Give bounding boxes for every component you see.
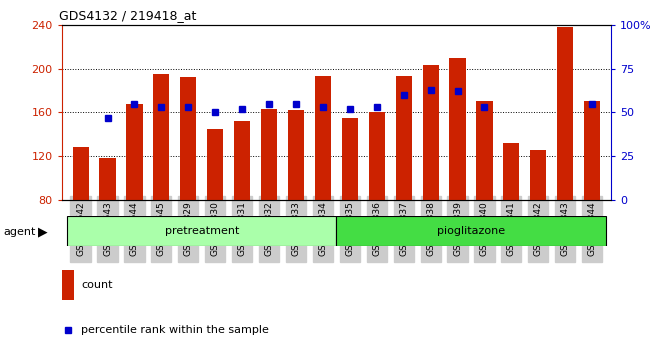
Bar [557,27,573,200]
Text: pioglitazone: pioglitazone [437,226,505,236]
Bar [126,104,142,200]
Bar [396,76,411,200]
Bar [342,118,358,200]
Bar [449,58,465,200]
Bar [288,110,304,200]
Bar [369,113,385,200]
Bar [530,150,547,200]
Bar [422,65,439,200]
Text: count: count [81,280,112,290]
Bar [207,129,224,200]
Text: percentile rank within the sample: percentile rank within the sample [81,325,269,335]
Bar [67,216,337,246]
Text: pretreatment: pretreatment [164,226,239,236]
Bar [180,78,196,200]
Bar [99,158,116,200]
Bar [62,270,74,300]
Bar [315,76,331,200]
Bar [584,102,600,200]
Bar [261,109,277,200]
Text: ▶: ▶ [38,225,47,238]
Bar [476,102,493,200]
Bar [337,216,606,246]
Text: GDS4132 / 219418_at: GDS4132 / 219418_at [59,9,196,22]
Bar [234,121,250,200]
Bar [153,74,170,200]
Bar [503,143,519,200]
Bar [73,147,88,200]
Text: agent: agent [3,227,36,237]
